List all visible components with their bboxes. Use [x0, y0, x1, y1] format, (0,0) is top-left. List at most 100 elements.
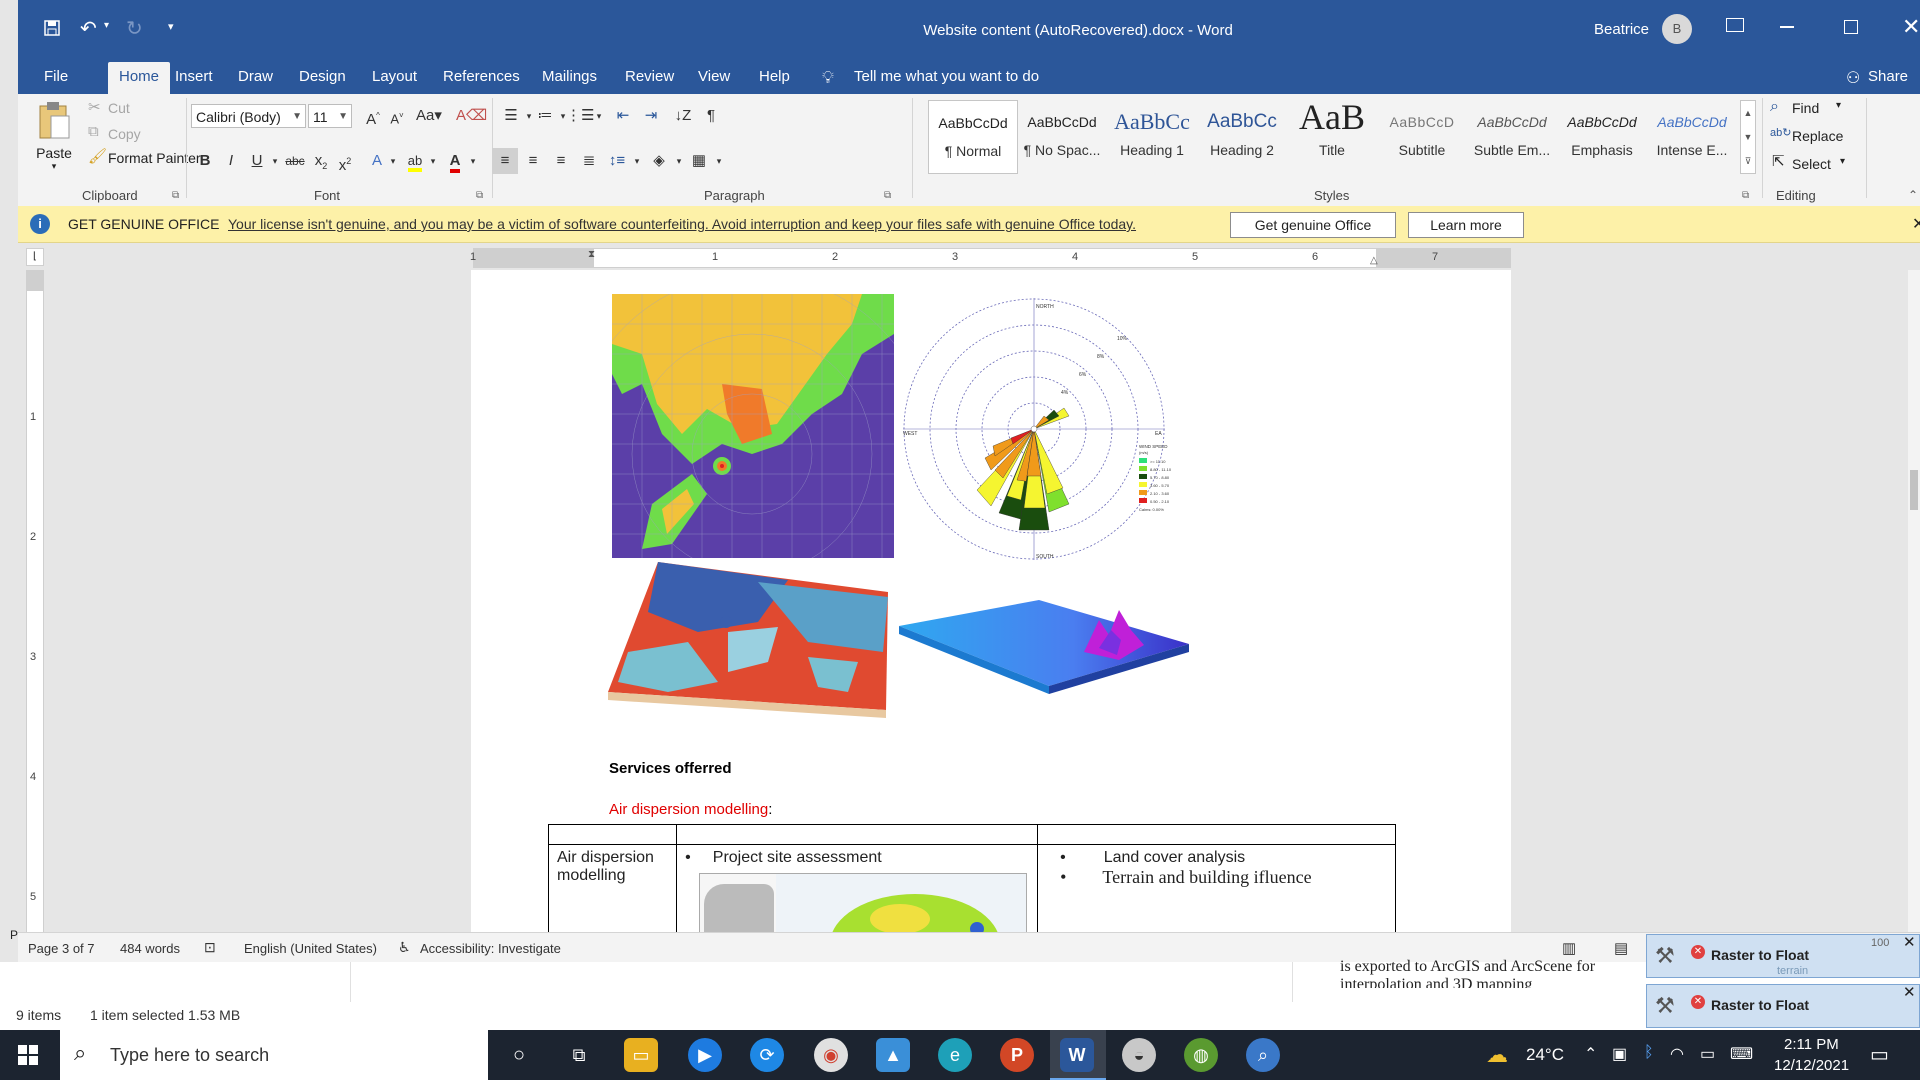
clock-time[interactable]: 2:11 PM: [1784, 1036, 1839, 1053]
tell-me-search[interactable]: Tell me what you want to do: [854, 68, 1040, 85]
tab-home[interactable]: Home: [108, 62, 170, 94]
clear-formatting-icon[interactable]: A⌫: [456, 107, 488, 124]
shrink-font-icon[interactable]: A˅: [390, 111, 404, 127]
decrease-indent-icon[interactable]: ⇤: [616, 107, 630, 124]
dialog-launcher-icon[interactable]: ⧉: [884, 190, 892, 201]
style-intense-emphasis[interactable]: AaBbCcDd Intense E...: [1656, 114, 1728, 158]
style-emphasis[interactable]: AaBbCcDd Emphasis: [1567, 114, 1637, 158]
powerpoint-icon[interactable]: P: [1000, 1038, 1034, 1072]
italic-icon[interactable]: I: [228, 152, 234, 169]
proofing-icon[interactable]: ⊡: [204, 939, 216, 955]
underline-icon[interactable]: U: [251, 152, 263, 169]
learn-more-button[interactable]: Learn more: [1408, 212, 1524, 238]
highlight-icon[interactable]: ab: [402, 148, 428, 174]
text-effects-icon[interactable]: A: [371, 152, 382, 169]
horizontal-ruler[interactable]: 1 1 2 3 4 5 6 7 ⧗ △: [470, 248, 1511, 268]
terrain-3d-image[interactable]: [608, 562, 888, 730]
justify-icon[interactable]: ≣: [582, 152, 596, 169]
task-view-icon[interactable]: ⧉: [572, 1045, 586, 1065]
keyboard-icon[interactable]: ⌨: [1730, 1046, 1754, 1063]
font-name-combo[interactable]: Calibri (Body) ▼: [191, 104, 306, 128]
chevron-down-icon[interactable]: ▾: [272, 156, 278, 166]
surface-3d-image[interactable]: [899, 600, 1189, 724]
show-hidden-icons-icon[interactable]: ⌃: [1584, 1046, 1598, 1063]
bluetooth-icon[interactable]: ᛒ: [1644, 1044, 1654, 1061]
align-left-icon[interactable]: ≡: [492, 148, 518, 174]
vertical-scrollbar[interactable]: [1908, 270, 1920, 932]
ribbon-display-icon[interactable]: [1726, 18, 1744, 32]
weather-icon[interactable]: ☁︎: [1486, 1042, 1508, 1067]
save-icon[interactable]: [44, 20, 60, 41]
bold-icon[interactable]: B: [199, 152, 211, 169]
align-center-icon[interactable]: ≡: [528, 152, 538, 169]
chevron-down-icon[interactable]: ▾: [596, 111, 602, 121]
tab-review[interactable]: Review: [625, 68, 675, 85]
strikethrough-icon[interactable]: abc: [285, 154, 305, 168]
scrollbar-thumb[interactable]: [1910, 470, 1918, 510]
close-icon[interactable]: ✕: [1902, 14, 1920, 39]
accessibility-status[interactable]: Accessibility: Investigate: [420, 941, 561, 956]
indent-marker-icon[interactable]: ⧗: [588, 249, 596, 260]
tab-insert[interactable]: Insert: [175, 68, 213, 85]
paste-button[interactable]: Paste ▾: [34, 100, 74, 171]
right-indent-marker-icon[interactable]: △: [1370, 255, 1378, 266]
tab-help[interactable]: Help: [759, 68, 790, 85]
dispersion-map-image[interactable]: [571, 273, 933, 635]
wind-rose-image[interactable]: NORTH SOUTH WEST EA 10% 8% 6% 4%: [899, 298, 1219, 560]
page-count[interactable]: Page 3 of 7: [28, 941, 95, 956]
temperature[interactable]: 24°C: [1526, 1045, 1564, 1064]
chevron-down-icon[interactable]: ▾: [1840, 156, 1846, 167]
collapse-ribbon-icon[interactable]: ⌃: [1908, 188, 1919, 202]
banner-message-link[interactable]: Your license isn't genuine, and you may …: [228, 216, 1137, 232]
format-painter-button[interactable]: Format Painter: [108, 150, 201, 166]
tab-layout[interactable]: Layout: [372, 68, 418, 85]
replace-button[interactable]: Replace: [1792, 128, 1844, 144]
word-count[interactable]: 484 words: [120, 941, 180, 956]
style-normal[interactable]: AaBbCcDd ¶ Normal: [928, 100, 1018, 174]
tab-view[interactable]: View: [698, 68, 731, 85]
zoom-level[interactable]: 100: [1871, 937, 1890, 949]
tab-design[interactable]: Design: [299, 68, 346, 85]
close-icon[interactable]: ✕: [1903, 984, 1916, 1001]
search-input[interactable]: Type here to search: [110, 1045, 270, 1065]
dialog-launcher-icon[interactable]: ⧉: [476, 190, 484, 201]
chevron-down-icon[interactable]: ▾: [390, 156, 396, 166]
edge-icon[interactable]: e: [938, 1038, 972, 1072]
meet-now-icon[interactable]: ▣: [1612, 1046, 1628, 1063]
increase-indent-icon[interactable]: ⇥: [644, 107, 658, 124]
chrome-icon[interactable]: ◉: [814, 1038, 848, 1072]
chevron-down-icon[interactable]: ▾: [470, 156, 476, 166]
tab-mailings[interactable]: Mailings: [542, 68, 598, 85]
minimize-icon[interactable]: [1780, 26, 1794, 28]
avatar[interactable]: B: [1662, 14, 1692, 44]
change-case-icon[interactable]: Aa▾: [416, 107, 442, 124]
shading-icon[interactable]: ◈: [653, 152, 665, 169]
taskbar-search[interactable]: ⌕ Type here to search: [60, 1030, 488, 1080]
multilevel-list-icon[interactable]: ⋮☰: [566, 107, 595, 124]
battery-icon[interactable]: ▭: [1700, 1046, 1716, 1063]
notifications-icon[interactable]: ▭: [1870, 1044, 1889, 1066]
share-icon[interactable]: ⚇: [1846, 70, 1861, 87]
show-formatting-icon[interactable]: ¶: [706, 107, 716, 124]
tab-selector-icon[interactable]: ⌊: [26, 248, 44, 266]
wifi-icon[interactable]: ◠: [1670, 1046, 1684, 1063]
chevron-down-icon[interactable]: ▾: [1836, 100, 1842, 111]
dialog-launcher-icon[interactable]: ⧉: [1742, 190, 1750, 201]
maximize-icon[interactable]: [1844, 20, 1858, 34]
sync-app-icon[interactable]: ⟳: [750, 1038, 784, 1072]
read-mode-icon[interactable]: ▥: [1562, 940, 1577, 957]
bullets-icon[interactable]: ☰: [504, 107, 518, 124]
globe-app-icon[interactable]: ◒: [1122, 1038, 1156, 1072]
chevron-down-icon[interactable]: ▾: [716, 156, 722, 166]
user-name[interactable]: Beatrice: [1594, 21, 1650, 38]
styles-scroll[interactable]: ▲ ▼ ⊽: [1740, 100, 1756, 174]
undo-dropdown-icon[interactable]: ▾: [104, 20, 110, 31]
language-status[interactable]: English (United States): [244, 941, 377, 956]
word-icon[interactable]: W: [1060, 1038, 1094, 1072]
clock-date[interactable]: 12/12/2021: [1774, 1057, 1850, 1074]
close-icon[interactable]: ✕: [1903, 934, 1916, 951]
align-right-icon[interactable]: ≡: [556, 152, 566, 169]
document-page[interactable]: NORTH SOUTH WEST EA 10% 8% 6% 4%: [471, 270, 1511, 932]
select-button[interactable]: Select: [1792, 156, 1831, 172]
file-explorer-icon[interactable]: ▭: [624, 1038, 658, 1072]
